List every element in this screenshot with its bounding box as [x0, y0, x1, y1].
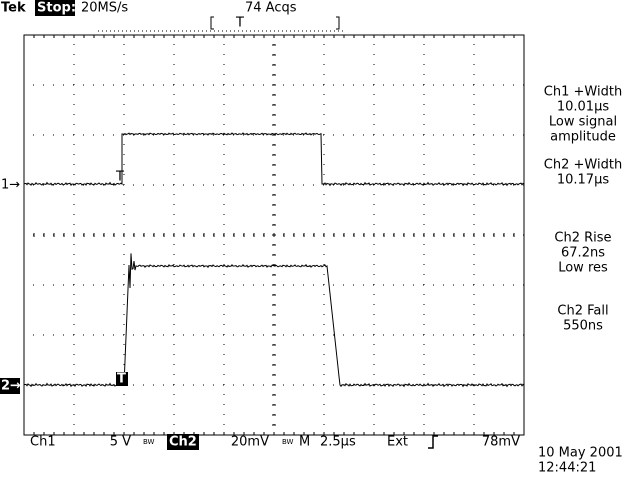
timebase-label: M — [299, 435, 310, 450]
measurement-text: Ch1 +Width — [544, 85, 622, 100]
ch1-scale: 5 V — [110, 435, 131, 450]
bw1: BW — [143, 438, 155, 446]
measurement-text: amplitude — [550, 130, 616, 145]
ch2-trigger-box — [116, 372, 128, 386]
ch2-waveform — [23, 253, 525, 388]
measurement-text: Ch2 +Width — [544, 158, 622, 173]
waveforms — [23, 132, 525, 388]
trigger-level: 78mV — [482, 435, 520, 450]
measurement-text: Ch2 Fall — [557, 304, 608, 319]
ch2-scale: 20mV — [231, 435, 269, 450]
status: Stop: — [37, 1, 76, 16]
trigger-bracket — [98, 16, 346, 32]
trigger-position: T — [235, 16, 244, 31]
date: 10 May 2001 — [538, 446, 623, 461]
ch2-label: Ch2 — [169, 435, 197, 450]
status-box — [35, 0, 75, 16]
graticule — [23, 34, 525, 436]
ch1-label: Ch1 — [30, 435, 56, 450]
measurement-text: Low res — [558, 261, 608, 276]
time: 12:44:21 — [538, 461, 596, 476]
sample-rate: 20MS/s — [81, 1, 128, 16]
ch2-trigger: T — [117, 372, 126, 387]
trigger-slope-icon — [428, 435, 438, 449]
measurement-text: 550ns — [563, 319, 603, 334]
measurement-text: 67.2ns — [561, 246, 605, 261]
ch1-marker: 1→ — [1, 178, 20, 193]
measurement-text: Low signal — [549, 115, 617, 130]
ch1-waveform — [23, 132, 525, 187]
ch2-marker: 2→ — [1, 379, 21, 394]
measurement-text: 10.17µs — [557, 173, 609, 188]
ch2-marker-box — [0, 378, 20, 394]
acquisitions: 74 Acqs — [245, 1, 297, 16]
ch2-box — [167, 434, 199, 450]
measurement-text: Ch2 Rise — [554, 231, 611, 246]
trigger-source: Ext — [387, 435, 408, 450]
bw2: BW — [282, 438, 294, 446]
timebase: 2.5µs — [320, 435, 356, 450]
measurement-text: 10.01µs — [557, 100, 609, 115]
ch1-trigger: T — [115, 170, 124, 185]
brand: Tek — [1, 1, 26, 16]
